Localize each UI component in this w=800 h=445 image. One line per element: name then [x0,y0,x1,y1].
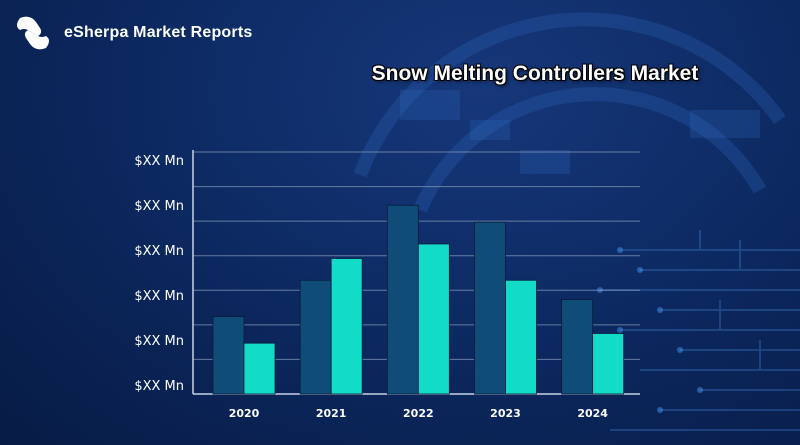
x-category-label: 2021 [316,407,347,420]
y-tick-label: $XX Mn [134,379,184,394]
bar-2022-series-1 [386,204,419,395]
x-category-label: 2024 [577,407,608,420]
bar-2023-series-1 [474,221,506,395]
y-tick-label: $XX Mn [134,289,184,304]
y-tick-label: $XX Mn [134,154,184,169]
bar-2020-series-1 [212,316,245,395]
y-tick-label: $XX Mn [134,199,184,214]
chart-title: Snow Melting Controllers Market [371,62,699,85]
bar-2021-series-1 [299,279,332,395]
brand-name: eSherpa Market Reports [64,24,253,41]
bar-2022-series-2 [417,243,450,395]
bar-2020-series-2 [243,342,276,395]
y-tick-label: $XX Mn [134,244,184,259]
x-category-label: 2020 [229,407,260,420]
brand-logo[interactable]: eSherpa Market Reports [10,10,252,56]
esherpa-logo-icon [17,16,49,50]
x-category-label: 2022 [403,407,434,420]
bar-2023-series-2 [505,279,537,395]
y-tick-label: $XX Mn [134,334,184,349]
bar-2024-series-1 [561,299,594,395]
x-category-label: 2023 [490,407,521,420]
bar-2021-series-2 [330,258,363,395]
bar-2024-series-2 [592,333,625,395]
